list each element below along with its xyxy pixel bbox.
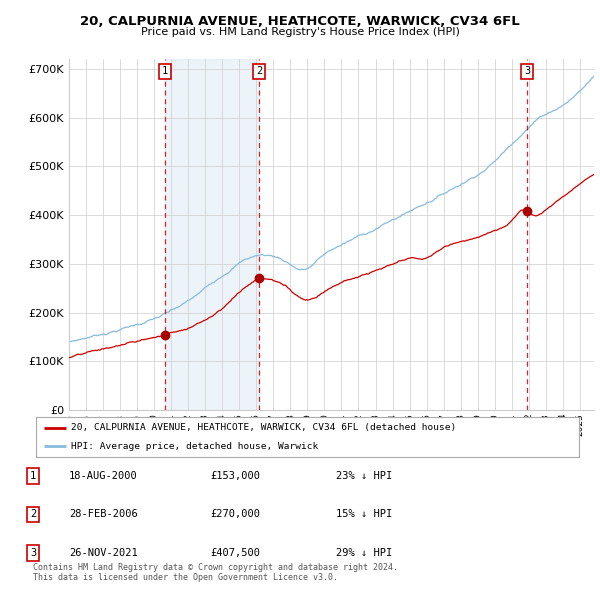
Text: 3: 3 (30, 548, 36, 558)
Text: 1: 1 (30, 471, 36, 481)
Text: 2: 2 (30, 510, 36, 519)
Text: 15% ↓ HPI: 15% ↓ HPI (336, 510, 392, 519)
Text: £270,000: £270,000 (210, 510, 260, 519)
Text: £407,500: £407,500 (210, 548, 260, 558)
Text: 3: 3 (524, 66, 530, 76)
Bar (165, 59, 259, 410)
Text: HPI: Average price, detached house, Warwick: HPI: Average price, detached house, Warw… (71, 442, 319, 451)
Text: 1: 1 (162, 66, 168, 76)
Text: 2: 2 (256, 66, 262, 76)
Text: 26-NOV-2021: 26-NOV-2021 (69, 548, 138, 558)
Text: £153,000: £153,000 (210, 471, 260, 481)
Text: Contains HM Land Registry data © Crown copyright and database right 2024.
This d: Contains HM Land Registry data © Crown c… (33, 563, 398, 582)
Text: 20, CALPURNIA AVENUE, HEATHCOTE, WARWICK, CV34 6FL: 20, CALPURNIA AVENUE, HEATHCOTE, WARWICK… (80, 15, 520, 28)
Text: 20, CALPURNIA AVENUE, HEATHCOTE, WARWICK, CV34 6FL (detached house): 20, CALPURNIA AVENUE, HEATHCOTE, WARWICK… (71, 424, 457, 432)
Text: 23% ↓ HPI: 23% ↓ HPI (336, 471, 392, 481)
Text: 28-FEB-2006: 28-FEB-2006 (69, 510, 138, 519)
Text: 18-AUG-2000: 18-AUG-2000 (69, 471, 138, 481)
Text: Price paid vs. HM Land Registry's House Price Index (HPI): Price paid vs. HM Land Registry's House … (140, 27, 460, 37)
Text: 29% ↓ HPI: 29% ↓ HPI (336, 548, 392, 558)
